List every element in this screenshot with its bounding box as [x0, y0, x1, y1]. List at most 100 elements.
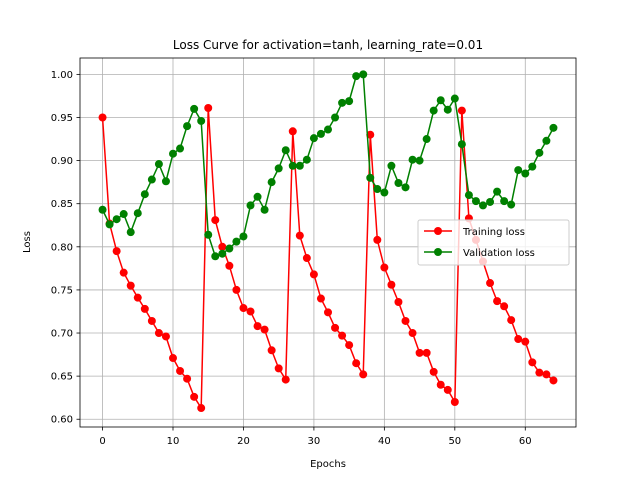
- validation-loss-point: [239, 232, 248, 241]
- legend-box: [417, 219, 570, 266]
- training-loss-point: [274, 364, 283, 373]
- y-tick-label: 0.80: [51, 242, 73, 253]
- validation-loss-point: [380, 188, 389, 197]
- validation-loss-point: [471, 197, 480, 206]
- validation-loss-point: [260, 205, 269, 214]
- validation-loss-point: [479, 201, 487, 210]
- training-loss-point: [493, 297, 502, 306]
- x-axis-label: Epochs: [310, 459, 346, 470]
- training-loss-point: [450, 398, 459, 406]
- validation-loss-point: [253, 192, 262, 201]
- validation-loss-point: [549, 123, 558, 132]
- training-loss-point: [302, 254, 311, 263]
- training-loss-point: [147, 316, 156, 325]
- training-loss-point: [486, 279, 495, 288]
- validation-loss-point: [225, 244, 234, 253]
- validation-loss-point: [183, 122, 192, 131]
- legend-label-training: Training loss: [462, 227, 525, 238]
- training-loss-point: [98, 113, 107, 122]
- training-loss-point: [211, 216, 220, 225]
- validation-loss-point: [232, 237, 241, 246]
- y-axis-label: Loss: [22, 231, 33, 253]
- y-tick-label: 0.60: [51, 415, 73, 426]
- training-loss-point: [422, 348, 431, 357]
- y-tick-label: 1.00: [51, 70, 73, 81]
- validation-loss-point: [507, 200, 516, 209]
- validation-loss-point: [345, 97, 354, 106]
- x-tick-label: 50: [448, 436, 461, 447]
- legend: Training loss Validation loss: [417, 219, 570, 266]
- validation-loss-point: [98, 205, 107, 214]
- validation-loss-point: [309, 134, 318, 143]
- training-loss-point: [352, 359, 361, 368]
- training-loss-point: [345, 341, 354, 350]
- training-loss-point: [500, 302, 509, 311]
- training-loss-point: [253, 322, 262, 331]
- training-loss-point: [246, 307, 255, 316]
- legend-marker-training: [434, 227, 442, 235]
- validation-loss-point: [288, 161, 297, 170]
- validation-loss-point: [197, 116, 206, 125]
- plot-frame: [79, 57, 577, 428]
- training-loss-point: [507, 316, 516, 325]
- training-loss-point: [514, 335, 523, 344]
- validation-loss-point: [464, 191, 473, 200]
- training-loss-point: [373, 235, 382, 244]
- training-loss-point: [239, 304, 248, 313]
- y-axis-ticks: 0.60 0.65 0.70 0.75 0.80 0.85 0.90 0.95 1.00: [51, 70, 80, 426]
- training-loss-point: [401, 316, 410, 325]
- training-loss-point: [140, 304, 149, 313]
- training-loss-point: [316, 294, 325, 303]
- validation-loss-point: [338, 98, 347, 107]
- validation-loss-point: [295, 161, 304, 170]
- validation-loss-point: [387, 161, 396, 170]
- training-loss-point: [542, 370, 551, 379]
- training-loss-point: [359, 370, 368, 379]
- validation-loss-point: [535, 148, 544, 157]
- x-axis-ticks: 0 10 20 30 40 50 60: [99, 427, 532, 447]
- validation-loss-point: [147, 175, 156, 184]
- x-tick-label: 20: [237, 436, 250, 447]
- validation-loss-point: [169, 149, 177, 158]
- training-loss-point: [281, 375, 290, 384]
- validation-loss-point: [521, 169, 530, 178]
- training-loss-point: [204, 104, 213, 112]
- validation-loss-point: [267, 178, 276, 187]
- validation-loss-point: [415, 156, 424, 165]
- legend-marker-validation: [434, 248, 442, 256]
- training-loss-point: [112, 247, 121, 256]
- validation-loss-point: [140, 190, 149, 199]
- training-loss-point: [232, 285, 241, 294]
- validation-loss-point: [514, 166, 523, 175]
- validation-loss-point: [281, 146, 290, 155]
- y-tick-label: 0.85: [51, 199, 73, 210]
- training-loss-point: [218, 242, 227, 251]
- validation-loss-point: [429, 106, 438, 115]
- x-tick-label: 0: [99, 436, 105, 447]
- validation-loss-point: [211, 252, 220, 261]
- training-loss-point: [133, 293, 142, 302]
- training-loss-point: [366, 130, 375, 139]
- validation-loss-point: [408, 155, 417, 164]
- training-loss-point: [190, 392, 199, 401]
- training-loss-point: [408, 329, 417, 338]
- validation-loss-point: [528, 162, 537, 171]
- training-loss-point: [528, 358, 537, 367]
- training-loss-point: [443, 385, 452, 394]
- validation-loss-point: [457, 140, 466, 149]
- y-tick-label: 0.65: [51, 372, 73, 383]
- training-loss-point: [415, 348, 424, 357]
- training-loss-point: [295, 231, 304, 240]
- training-loss-point: [176, 366, 185, 375]
- y-tick-label: 0.95: [51, 113, 73, 124]
- x-tick-label: 60: [519, 436, 532, 447]
- training-loss-point: [197, 404, 206, 413]
- training-loss-point: [380, 263, 389, 272]
- training-loss-point: [549, 376, 558, 385]
- training-loss-point: [324, 308, 332, 317]
- training-loss-point: [436, 380, 445, 389]
- validation-loss-point: [218, 249, 227, 258]
- validation-loss-point: [133, 209, 142, 218]
- training-loss-point: [154, 329, 163, 338]
- validation-loss-point: [500, 197, 509, 206]
